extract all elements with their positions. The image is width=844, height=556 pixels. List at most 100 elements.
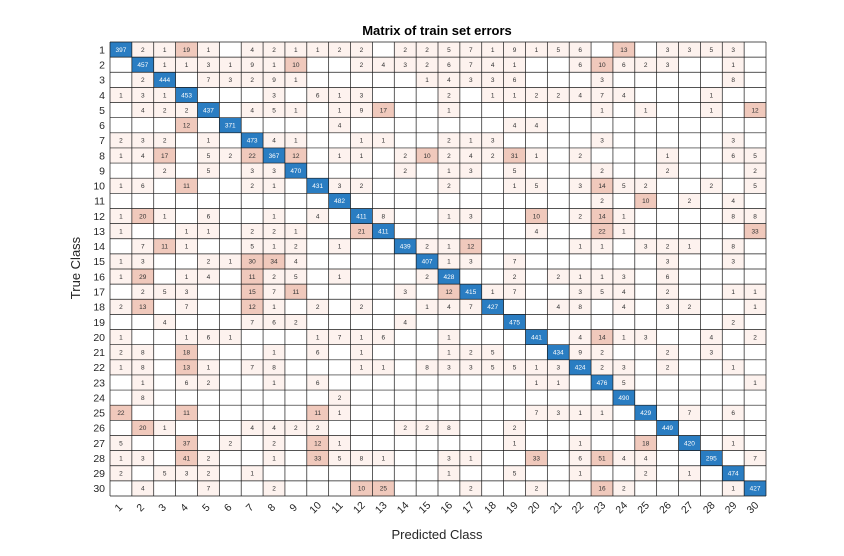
matrix-cell (416, 269, 438, 285)
cell-value: 2 (644, 183, 648, 190)
cell-value: 6 (666, 274, 670, 281)
cell-value: 3 (666, 304, 670, 311)
matrix-cell (110, 132, 132, 148)
cell-value: 470 (290, 168, 301, 175)
cell-value: 2 (666, 244, 670, 251)
matrix-cell (416, 238, 438, 254)
cell-value: 1 (338, 274, 342, 281)
matrix-cell (481, 344, 504, 360)
matrix-cell (197, 147, 220, 164)
matrix-cell (131, 72, 154, 88)
matrix-cell (525, 178, 548, 194)
cell-value: 2 (163, 138, 167, 145)
matrix-cell (591, 344, 613, 360)
cell-value: 11 (161, 244, 168, 251)
cell-value: 2 (294, 425, 298, 432)
matrix-cell (612, 42, 635, 58)
cell-value: 14 (598, 213, 606, 220)
matrix-cell (110, 450, 132, 466)
x-tick-label: 26 (657, 499, 674, 516)
cell-value: 7 (688, 410, 692, 417)
matrix-cell (591, 223, 613, 239)
cell-value: 2 (250, 228, 254, 235)
y-tick-label: 17 (93, 287, 105, 299)
y-tick-label: 8 (99, 150, 105, 162)
cell-value: 4 (163, 319, 167, 326)
x-tick-label: 2 (134, 501, 147, 514)
matrix-cell (110, 329, 132, 345)
matrix-cell (612, 57, 635, 73)
matrix-cell (438, 163, 460, 179)
cell-value: 7 (250, 365, 254, 372)
matrix-cell (722, 57, 745, 73)
matrix-cell (525, 117, 548, 133)
matrix-cell (153, 132, 176, 148)
matrix-cell (591, 359, 613, 375)
matrix-cell (569, 405, 592, 421)
matrix-cell (110, 359, 132, 375)
cell-value: 2 (666, 289, 670, 296)
matrix-cell (503, 435, 526, 451)
diagonal-cell (700, 450, 723, 466)
matrix-cell (263, 72, 285, 88)
cell-value: 2 (600, 365, 604, 372)
matrix-cell (394, 147, 417, 164)
matrix-cell (634, 178, 657, 194)
cell-value: 1 (294, 77, 298, 84)
cell-value: 2 (425, 244, 429, 251)
cell-value: 3 (338, 183, 342, 190)
y-tick-label: 30 (93, 483, 105, 495)
x-tick-label: 5 (200, 501, 213, 514)
matrix-cell (394, 163, 417, 179)
matrix-cell (284, 314, 307, 330)
matrix-cell (110, 344, 132, 360)
cell-value: 17 (161, 153, 169, 160)
matrix-cell (722, 132, 745, 148)
cell-value: 1 (141, 380, 145, 387)
matrix-cell (241, 102, 264, 118)
matrix-cell (241, 42, 264, 58)
matrix-cell (328, 405, 351, 421)
matrix-cell (175, 57, 198, 73)
matrix-cell (591, 480, 613, 496)
matrix-cell (438, 299, 460, 315)
cell-value: 1 (513, 62, 517, 69)
cell-value: 1 (425, 304, 429, 311)
matrix-cell (263, 374, 285, 391)
matrix-cell (372, 132, 395, 148)
cell-value: 2 (688, 304, 692, 311)
matrix-cell (569, 238, 592, 254)
cell-value: 3 (578, 289, 582, 296)
cell-value: 2 (578, 153, 582, 160)
cell-value: 5 (491, 365, 495, 372)
x-tick-label: 25 (635, 499, 652, 516)
cell-value: 4 (622, 455, 626, 462)
cell-value: 8 (578, 304, 582, 311)
matrix-cell (438, 450, 460, 466)
cell-value: 6 (185, 380, 189, 387)
matrix-cell (678, 238, 701, 254)
cell-value: 2 (360, 47, 364, 54)
matrix-cell (263, 284, 285, 300)
matrix-cell (350, 87, 373, 103)
matrix-cell (744, 178, 766, 194)
matrix-cell (328, 269, 351, 285)
cell-value: 7 (513, 289, 517, 296)
cell-value: 4 (513, 123, 517, 130)
cell-value: 473 (247, 138, 258, 145)
cell-value: 1 (600, 107, 604, 114)
matrix-cell (722, 42, 745, 58)
matrix-cell (197, 253, 220, 269)
x-tick-label: 14 (395, 499, 412, 516)
cell-value: 5 (447, 47, 451, 54)
cell-value: 2 (513, 274, 517, 281)
diagonal-cell (656, 420, 679, 436)
cell-value: 3 (688, 47, 692, 54)
matrix-cell (700, 102, 723, 118)
cell-value: 1 (338, 153, 342, 160)
cell-value: 7 (469, 47, 473, 54)
matrix-cell (328, 117, 351, 133)
x-tick-label: 27 (679, 499, 696, 516)
cell-value: 20 (139, 213, 147, 220)
y-tick-label: 2 (99, 60, 105, 72)
